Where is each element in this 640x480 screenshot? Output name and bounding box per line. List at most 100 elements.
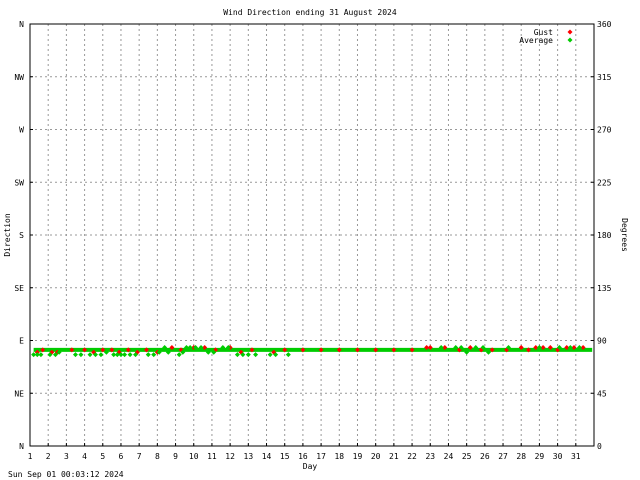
gust-point xyxy=(427,345,433,351)
legend-label-average: Average xyxy=(519,36,553,45)
x-tick-label: 3 xyxy=(64,452,69,461)
average-point xyxy=(133,352,139,358)
gust-point xyxy=(580,345,586,351)
average-point xyxy=(576,345,582,351)
average-point xyxy=(98,352,104,358)
average-point xyxy=(220,345,226,351)
average-point xyxy=(480,345,486,351)
x-tick-label: 19 xyxy=(353,452,363,461)
data-points xyxy=(31,345,586,358)
gust-point xyxy=(169,345,175,351)
average-point xyxy=(180,349,186,355)
y-left-tick-label: SW xyxy=(14,178,24,187)
gust-point xyxy=(518,345,524,351)
gust-point xyxy=(69,347,75,353)
legend-marker-gust xyxy=(567,29,573,35)
x-tick-label: 11 xyxy=(207,452,217,461)
x-tick-label: 9 xyxy=(173,452,178,461)
gust-point xyxy=(526,347,532,353)
average-point xyxy=(234,352,240,358)
x-tick-label: 15 xyxy=(280,452,290,461)
x-tick-label: 2 xyxy=(46,452,51,461)
average-point xyxy=(187,345,193,351)
gust-point xyxy=(442,345,448,351)
x-tick-label: 14 xyxy=(262,452,272,461)
gust-point xyxy=(282,347,288,353)
gust-point xyxy=(249,347,255,353)
average-point xyxy=(151,352,157,358)
average-point xyxy=(145,352,151,358)
x-tick-label: 17 xyxy=(316,452,326,461)
average-point xyxy=(453,345,459,351)
gust-point xyxy=(533,345,539,351)
legend-marker-average xyxy=(567,37,573,43)
gust-point xyxy=(564,345,570,351)
average-point xyxy=(245,352,251,358)
x-tick-label: 20 xyxy=(371,452,381,461)
gust-point xyxy=(336,347,342,353)
average-point xyxy=(156,349,162,355)
average-point xyxy=(567,345,573,351)
gust-point xyxy=(489,347,495,353)
gust-point xyxy=(40,347,46,353)
average-point xyxy=(78,352,84,358)
legend-label-gust: Gust xyxy=(534,28,553,37)
y-left-tick-label: N xyxy=(19,20,24,29)
gust-point xyxy=(143,347,149,353)
x-axis-ticks: 1 2 3 4 5 6 7 8 9 10 11 12 13 14 15 16 17 18 19 20 21 22 23 24 2… xyxy=(28,443,581,461)
gust-point xyxy=(409,347,415,353)
x-tick-label: 10 xyxy=(189,452,199,461)
average-point xyxy=(205,349,211,355)
gust-point xyxy=(109,347,115,353)
x-tick-label: 26 xyxy=(480,452,490,461)
x-tick-label: 24 xyxy=(444,452,454,461)
y-left-tick-label: E xyxy=(19,337,24,346)
x-tick-label: 18 xyxy=(334,452,344,461)
y-right-tick-label: 360 xyxy=(597,20,612,29)
y-axis-label-right: Degrees xyxy=(620,218,629,252)
right-axis-ticks: 0 45 90 135 180 225 270 315 360 xyxy=(591,20,612,451)
average-point xyxy=(473,345,479,351)
average-point xyxy=(464,349,470,355)
gust-point xyxy=(424,345,430,351)
y-right-tick-label: 90 xyxy=(597,337,607,346)
average-point xyxy=(176,352,182,358)
y-right-tick-label: 315 xyxy=(597,73,612,82)
gust-point xyxy=(571,345,577,351)
average-point xyxy=(47,352,53,358)
x-tick-label: 27 xyxy=(498,452,508,461)
y-right-tick-label: 45 xyxy=(597,389,607,398)
y-right-tick-label: 270 xyxy=(597,126,612,135)
average-point xyxy=(183,345,189,351)
plot-frame xyxy=(29,23,595,447)
x-tick-label: 7 xyxy=(137,452,142,461)
average-point xyxy=(225,345,231,351)
y-left-tick-label: NW xyxy=(14,73,24,82)
footer-timestamp: Sun Sep 01 00:03:12 2024 xyxy=(8,470,124,479)
x-axis-label: Day xyxy=(303,462,318,471)
y-right-tick-label: 225 xyxy=(597,178,612,187)
average-point xyxy=(38,352,44,358)
average-point xyxy=(162,345,168,351)
gust-point xyxy=(547,345,553,351)
average-point xyxy=(253,352,259,358)
average-point xyxy=(193,345,199,351)
average-point xyxy=(31,352,37,358)
x-tick-label: 23 xyxy=(425,452,435,461)
gust-point xyxy=(540,345,546,351)
average-point xyxy=(556,345,562,351)
gust-point xyxy=(318,347,324,353)
x-tick-label: 21 xyxy=(389,452,399,461)
x-tick-label: 4 xyxy=(82,452,87,461)
average-point xyxy=(72,352,78,358)
x-tick-label: 28 xyxy=(516,452,526,461)
x-tick-label: 5 xyxy=(100,452,105,461)
average-point xyxy=(438,345,444,351)
gust-point xyxy=(391,347,397,353)
average-point xyxy=(52,352,58,358)
average-point xyxy=(87,352,93,358)
average-point xyxy=(56,349,62,355)
y-right-tick-label: 135 xyxy=(597,284,612,293)
x-tick-label: 25 xyxy=(462,452,472,461)
